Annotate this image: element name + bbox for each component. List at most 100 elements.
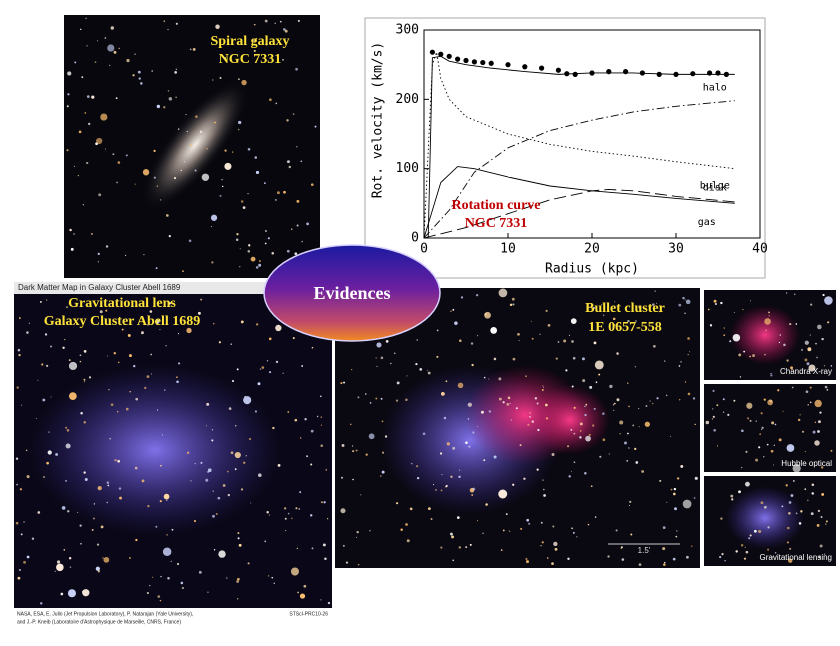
star bbox=[276, 191, 280, 195]
star bbox=[542, 479, 544, 481]
star bbox=[66, 429, 70, 432]
star bbox=[213, 549, 216, 551]
y-tick-label: 300 bbox=[396, 23, 419, 38]
star bbox=[505, 513, 508, 516]
star bbox=[797, 418, 801, 422]
star bbox=[768, 311, 770, 314]
star bbox=[534, 397, 538, 400]
star bbox=[45, 364, 49, 368]
star bbox=[537, 428, 540, 432]
star bbox=[585, 403, 588, 406]
star bbox=[69, 228, 72, 232]
star bbox=[570, 471, 572, 473]
star bbox=[641, 470, 645, 473]
star bbox=[406, 375, 408, 377]
star bbox=[485, 503, 488, 506]
star bbox=[626, 460, 629, 462]
star bbox=[327, 601, 331, 605]
star bbox=[381, 420, 384, 423]
star bbox=[73, 165, 76, 167]
star bbox=[42, 398, 46, 402]
star bbox=[177, 333, 180, 335]
star bbox=[827, 321, 830, 324]
star bbox=[620, 547, 622, 549]
series-line bbox=[423, 166, 735, 239]
star bbox=[109, 437, 111, 440]
star bbox=[595, 381, 598, 384]
star bbox=[37, 379, 39, 381]
star bbox=[77, 511, 79, 513]
star bbox=[267, 575, 270, 577]
star bbox=[472, 431, 475, 434]
star bbox=[151, 373, 153, 375]
star bbox=[219, 194, 222, 197]
star bbox=[384, 435, 388, 438]
star bbox=[219, 76, 222, 79]
star bbox=[465, 546, 468, 549]
star bbox=[314, 125, 317, 128]
star bbox=[395, 399, 399, 402]
star bbox=[272, 426, 275, 430]
star bbox=[26, 475, 30, 479]
star bbox=[755, 458, 759, 462]
star bbox=[149, 310, 153, 313]
star bbox=[310, 183, 314, 187]
star bbox=[814, 440, 820, 446]
xray-gas bbox=[730, 305, 800, 365]
star bbox=[86, 161, 89, 165]
star bbox=[91, 528, 94, 531]
star bbox=[26, 555, 30, 559]
star bbox=[153, 149, 156, 152]
star bbox=[134, 183, 136, 185]
data-point bbox=[480, 59, 486, 66]
star bbox=[531, 420, 534, 423]
star bbox=[206, 147, 208, 150]
star bbox=[205, 478, 209, 482]
star bbox=[778, 341, 781, 344]
star bbox=[116, 410, 119, 413]
star bbox=[810, 512, 814, 516]
star bbox=[557, 341, 560, 343]
star bbox=[159, 599, 162, 602]
star bbox=[740, 466, 743, 469]
star bbox=[634, 366, 636, 368]
star bbox=[779, 334, 782, 336]
star bbox=[255, 266, 259, 269]
star bbox=[658, 310, 660, 313]
star bbox=[512, 303, 515, 306]
star bbox=[286, 249, 290, 253]
data-point bbox=[429, 49, 435, 55]
star bbox=[163, 20, 166, 22]
star bbox=[160, 575, 162, 578]
star bbox=[458, 469, 461, 471]
star bbox=[243, 396, 252, 405]
star bbox=[234, 451, 241, 459]
y-tick-label: 0 bbox=[411, 231, 419, 246]
star bbox=[240, 488, 244, 491]
x-axis-label: Radius (kpc) bbox=[545, 262, 639, 277]
star bbox=[287, 411, 290, 413]
star bbox=[449, 532, 453, 536]
star bbox=[274, 198, 277, 201]
star bbox=[396, 381, 400, 385]
star bbox=[470, 342, 474, 345]
star bbox=[587, 523, 590, 526]
star bbox=[83, 471, 86, 474]
star bbox=[592, 424, 595, 427]
star bbox=[115, 97, 118, 100]
star bbox=[323, 501, 326, 504]
star bbox=[440, 391, 445, 396]
star bbox=[297, 591, 299, 594]
star bbox=[674, 507, 678, 511]
star bbox=[68, 361, 78, 371]
star bbox=[231, 151, 234, 153]
star bbox=[723, 327, 725, 329]
series-line bbox=[423, 52, 735, 239]
star bbox=[526, 560, 530, 564]
star bbox=[164, 389, 166, 391]
series-line bbox=[427, 55, 735, 239]
star bbox=[66, 306, 68, 309]
star bbox=[301, 240, 303, 243]
star bbox=[713, 428, 717, 432]
star bbox=[258, 260, 261, 263]
